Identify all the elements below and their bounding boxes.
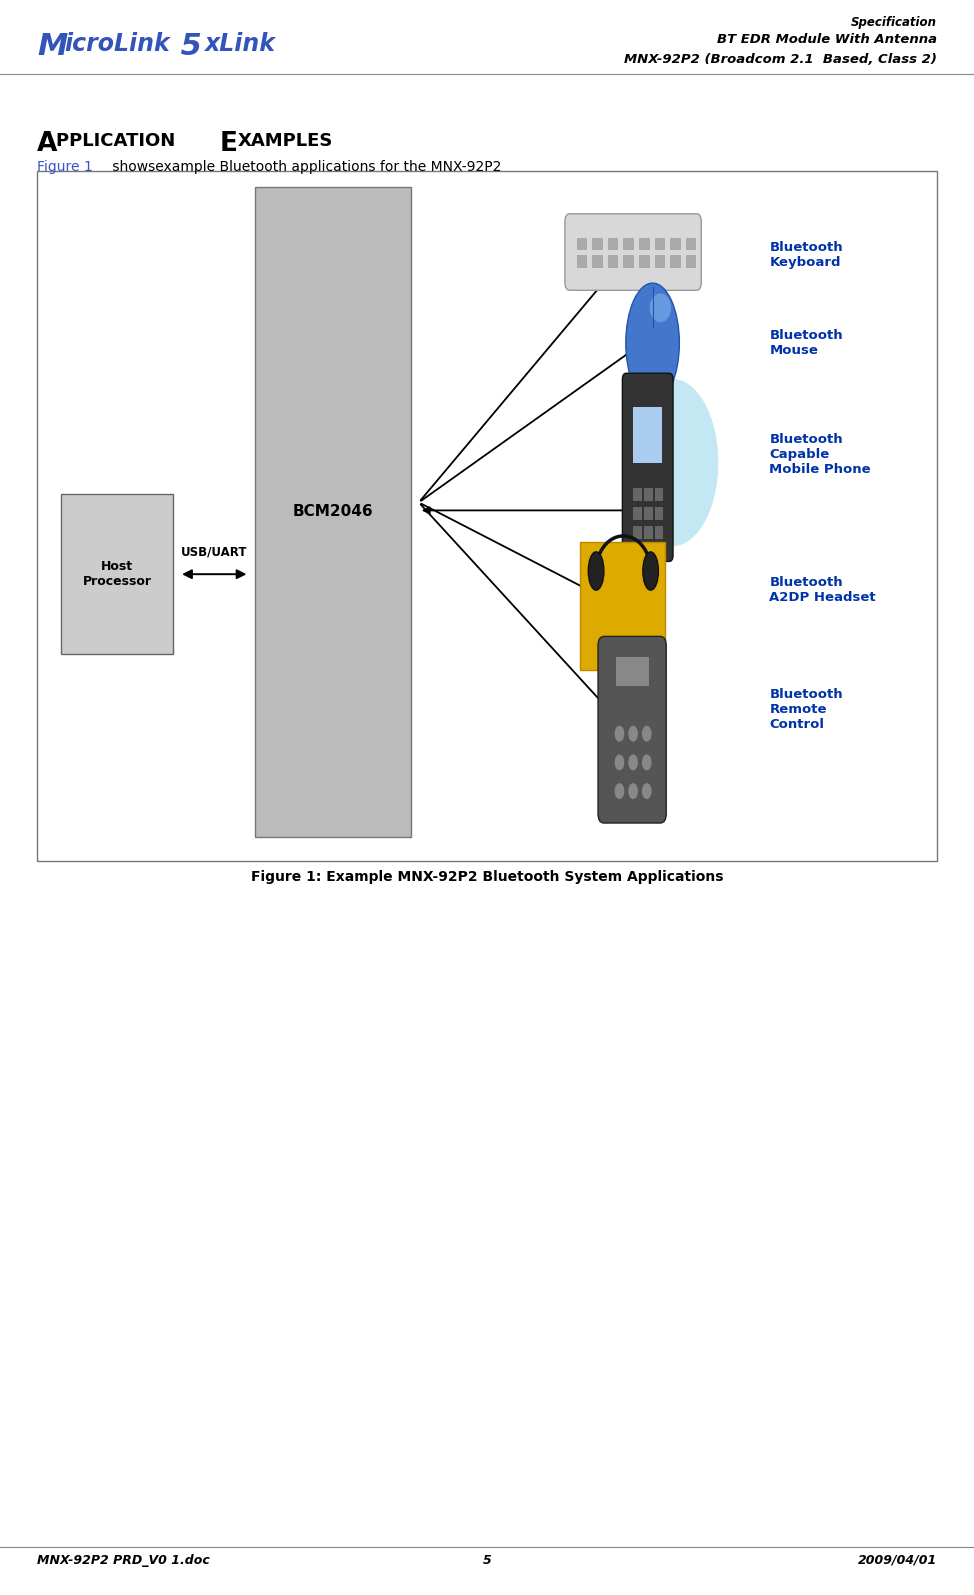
Bar xyxy=(616,657,649,686)
Bar xyxy=(61,494,173,654)
Circle shape xyxy=(628,726,638,742)
Bar xyxy=(655,255,665,268)
Text: Bluetooth
Capable
Mobile Phone: Bluetooth Capable Mobile Phone xyxy=(769,434,871,475)
Bar xyxy=(255,187,411,837)
Bar xyxy=(655,526,663,539)
Circle shape xyxy=(642,726,652,742)
Bar xyxy=(577,255,587,268)
Text: 5: 5 xyxy=(483,1554,491,1566)
Text: USB/UART: USB/UART xyxy=(181,545,247,558)
Bar xyxy=(608,255,618,268)
Ellipse shape xyxy=(650,293,671,322)
Bar xyxy=(644,507,653,520)
Bar xyxy=(592,238,603,250)
Ellipse shape xyxy=(626,282,680,402)
Text: M: M xyxy=(37,32,67,61)
Circle shape xyxy=(615,754,624,770)
Bar xyxy=(644,488,653,501)
Circle shape xyxy=(642,783,652,799)
FancyBboxPatch shape xyxy=(622,373,673,561)
Circle shape xyxy=(642,754,652,770)
Text: MNX-92P2 PRD_V0 1.doc: MNX-92P2 PRD_V0 1.doc xyxy=(37,1554,209,1566)
FancyBboxPatch shape xyxy=(598,636,666,823)
Bar xyxy=(633,488,642,501)
Bar xyxy=(644,526,653,539)
Circle shape xyxy=(628,754,638,770)
Text: MNX-92P2 (Broadcom 2.1  Based, Class 2): MNX-92P2 (Broadcom 2.1 Based, Class 2) xyxy=(624,53,937,65)
Bar xyxy=(655,488,663,501)
Text: icroLink: icroLink xyxy=(64,32,170,56)
Text: XAMPLES: XAMPLES xyxy=(238,132,333,150)
Bar xyxy=(577,238,587,250)
Bar xyxy=(639,255,650,268)
Bar xyxy=(633,507,642,520)
Text: PPLICATION: PPLICATION xyxy=(56,132,181,150)
Bar xyxy=(655,507,663,520)
Text: 2009/04/01: 2009/04/01 xyxy=(858,1554,937,1566)
Bar xyxy=(592,255,603,268)
Text: Bluetooth
Remote
Control: Bluetooth Remote Control xyxy=(769,689,843,731)
Text: Figure 1: Figure 1 xyxy=(37,160,93,174)
Bar xyxy=(623,238,634,250)
Ellipse shape xyxy=(588,552,604,590)
Bar xyxy=(655,238,665,250)
Text: BCM2046: BCM2046 xyxy=(293,504,373,520)
Bar xyxy=(633,407,662,463)
Text: 5: 5 xyxy=(170,32,203,61)
Bar xyxy=(686,255,696,268)
Bar xyxy=(608,238,618,250)
Circle shape xyxy=(628,783,638,799)
Bar xyxy=(633,526,642,539)
Text: Bluetooth
Mouse: Bluetooth Mouse xyxy=(769,329,843,357)
Text: showsexample Bluetooth applications for the MNX-92P2: showsexample Bluetooth applications for … xyxy=(108,160,502,174)
Text: Host
Processor: Host Processor xyxy=(83,560,152,589)
Text: xLink: xLink xyxy=(205,32,276,56)
Text: Bluetooth
A2DP Headset: Bluetooth A2DP Headset xyxy=(769,576,876,605)
Text: BT EDR Module With Antenna: BT EDR Module With Antenna xyxy=(717,33,937,46)
Bar xyxy=(670,238,681,250)
Bar xyxy=(623,255,634,268)
Ellipse shape xyxy=(626,378,719,545)
Text: Specification: Specification xyxy=(851,16,937,29)
Bar xyxy=(686,238,696,250)
FancyBboxPatch shape xyxy=(565,214,701,290)
Text: A: A xyxy=(37,131,57,156)
Text: Figure 1: Example MNX-92P2 Bluetooth System Applications: Figure 1: Example MNX-92P2 Bluetooth Sys… xyxy=(250,871,724,884)
Bar xyxy=(670,255,681,268)
Circle shape xyxy=(615,783,624,799)
Circle shape xyxy=(615,726,624,742)
Text: Bluetooth
Keyboard: Bluetooth Keyboard xyxy=(769,241,843,270)
Text: E: E xyxy=(219,131,237,156)
Bar xyxy=(37,171,937,861)
FancyBboxPatch shape xyxy=(580,542,665,670)
Bar xyxy=(639,238,650,250)
Ellipse shape xyxy=(643,552,658,590)
